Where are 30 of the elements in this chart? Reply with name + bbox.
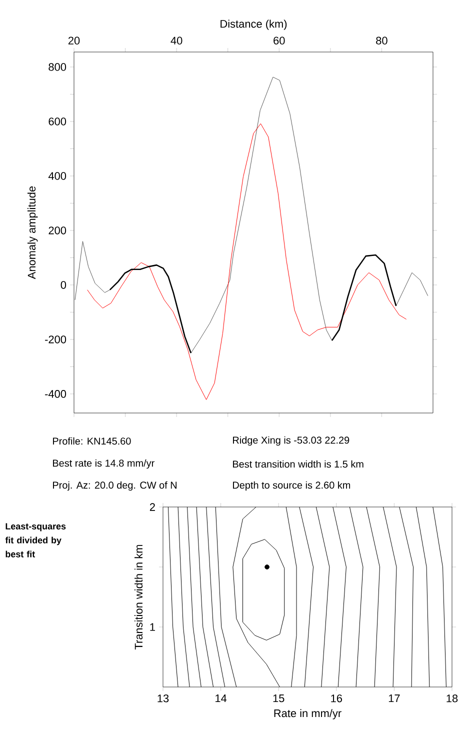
- y-axis-title: Anomaly amplitude: [28, 186, 38, 280]
- text: Best transition width is 1.5 km: [233, 460, 364, 468]
- y-tick-label: -200: [45, 336, 66, 344]
- x-axis-title: Distance (km): [220, 20, 287, 30]
- x-tick-label: 80: [376, 36, 388, 44]
- x-axis-title: Rate in mm/yr: [274, 709, 342, 720]
- y-tick-label: 1: [150, 623, 155, 631]
- x-tick-label: 18: [446, 694, 458, 702]
- text: Proj. Az: 20.0 deg. CW of N: [53, 481, 177, 491]
- x-tick-label: 60: [274, 36, 285, 44]
- x-tick-label: 14: [216, 694, 227, 702]
- y-tick-label: 400: [48, 172, 66, 180]
- x-tick-label: 13: [158, 694, 169, 702]
- text: Profile: KN145.60: [53, 437, 131, 445]
- text: Least-squares fit divided by best fit: [5, 523, 66, 558]
- x-tick-label: 20: [68, 36, 80, 44]
- y-tick-label: 800: [48, 63, 66, 71]
- x-tick-label: 16: [331, 694, 342, 702]
- y-tick-label: 2: [150, 503, 155, 511]
- x-tick-label: 17: [388, 694, 400, 702]
- text: Ridge Xing is -53.03 22.29: [233, 436, 350, 446]
- text: Depth to source is 2.60 km: [233, 481, 350, 491]
- y-tick-label: -400: [45, 390, 66, 398]
- y-tick-label: 0: [60, 281, 66, 289]
- y-tick-label: 200: [48, 226, 66, 234]
- text: Best rate is 14.8 mm/yr: [53, 459, 154, 469]
- y-tick-label: 600: [48, 118, 66, 126]
- x-tick-label: 15: [273, 694, 284, 702]
- x-tick-label: 40: [170, 36, 182, 44]
- y-axis-title: Transition width in km: [134, 544, 143, 650]
